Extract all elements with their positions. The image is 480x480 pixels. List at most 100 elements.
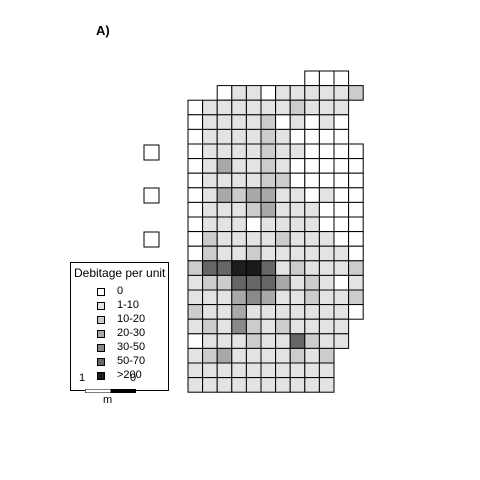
grid-unit bbox=[333, 318, 350, 335]
grid-unit bbox=[289, 128, 306, 145]
grid-unit bbox=[260, 187, 277, 203]
grid-unit bbox=[275, 85, 291, 101]
legend-title: Debitage per unit bbox=[74, 266, 166, 280]
grid-unit bbox=[289, 201, 306, 218]
grid-unit bbox=[216, 216, 233, 233]
grid-unit bbox=[348, 260, 364, 276]
legend-label: 20-30 bbox=[117, 327, 146, 339]
grid-unit bbox=[304, 143, 320, 160]
legend-label: 50-70 bbox=[117, 355, 146, 367]
grid-unit bbox=[275, 114, 291, 130]
grid-unit bbox=[289, 260, 306, 276]
grid-unit bbox=[348, 216, 364, 233]
grid-unit bbox=[348, 187, 364, 203]
grid-unit bbox=[348, 274, 364, 291]
grid-unit bbox=[333, 143, 350, 160]
grid-unit bbox=[216, 128, 233, 145]
grid-unit bbox=[348, 231, 364, 247]
grid-unit bbox=[333, 128, 350, 145]
grid-unit bbox=[304, 274, 320, 291]
grid-unit bbox=[245, 289, 262, 306]
grid-unit bbox=[304, 201, 320, 218]
grid-unit bbox=[318, 289, 335, 306]
grid-unit bbox=[289, 187, 306, 203]
grid-unit bbox=[289, 362, 306, 379]
grid-unit bbox=[231, 362, 247, 379]
grid-unit bbox=[202, 158, 218, 174]
grid-unit bbox=[333, 201, 350, 218]
grid-unit bbox=[260, 99, 277, 116]
grid-unit bbox=[202, 333, 218, 349]
grid-unit bbox=[289, 99, 306, 116]
grid-unit bbox=[202, 274, 218, 291]
grid-unit bbox=[260, 143, 277, 160]
grid-unit bbox=[202, 377, 218, 393]
grid-unit bbox=[216, 114, 233, 130]
grid-unit bbox=[231, 128, 247, 145]
grid-unit bbox=[333, 99, 350, 116]
grid-unit bbox=[231, 231, 247, 247]
grid-unit bbox=[318, 231, 335, 247]
grid-unit bbox=[202, 362, 218, 379]
grid-unit bbox=[318, 158, 335, 174]
panel-label: A) bbox=[96, 23, 110, 38]
grid-unit bbox=[202, 187, 218, 203]
grid-unit bbox=[216, 172, 233, 189]
grid-unit bbox=[304, 158, 320, 174]
grid-unit bbox=[187, 362, 204, 379]
grid-unit bbox=[304, 85, 320, 101]
grid-unit bbox=[216, 245, 233, 262]
grid-unit bbox=[187, 377, 204, 393]
grid-unit bbox=[333, 260, 350, 276]
grid-unit bbox=[245, 187, 262, 203]
grid-unit bbox=[318, 245, 335, 262]
grid-unit bbox=[348, 201, 364, 218]
grid-unit bbox=[187, 245, 204, 262]
grid-unit bbox=[216, 85, 233, 101]
grid-unit bbox=[304, 172, 320, 189]
grid-unit bbox=[348, 172, 364, 189]
grid-unit bbox=[187, 304, 204, 320]
grid-unit bbox=[216, 231, 233, 247]
grid-unit bbox=[216, 158, 233, 174]
grid-unit bbox=[333, 333, 350, 349]
grid-unit bbox=[260, 172, 277, 189]
grid-unit bbox=[333, 114, 350, 130]
grid-unit bbox=[333, 245, 350, 262]
grid-unit bbox=[318, 347, 335, 364]
grid-unit bbox=[348, 245, 364, 262]
grid-unit bbox=[245, 201, 262, 218]
grid-unit bbox=[187, 172, 204, 189]
grid-unit bbox=[260, 347, 277, 364]
isolated-unit bbox=[143, 187, 160, 204]
grid-unit bbox=[216, 362, 233, 379]
legend-label: >200 bbox=[117, 369, 142, 381]
grid-unit bbox=[260, 201, 277, 218]
grid-unit bbox=[289, 377, 306, 393]
grid-unit bbox=[260, 318, 277, 335]
grid-unit bbox=[202, 260, 218, 276]
grid-unit bbox=[333, 85, 350, 101]
grid-unit bbox=[202, 99, 218, 116]
grid-unit bbox=[245, 158, 262, 174]
grid-unit bbox=[187, 231, 204, 247]
legend-swatch bbox=[97, 358, 105, 366]
grid-unit bbox=[318, 201, 335, 218]
scale-unit-label: m bbox=[103, 394, 113, 406]
legend-swatch bbox=[97, 316, 105, 324]
grid-unit bbox=[304, 216, 320, 233]
grid-unit bbox=[348, 143, 364, 160]
legend-swatch bbox=[97, 344, 105, 352]
grid-unit bbox=[187, 333, 204, 349]
grid-unit bbox=[275, 158, 291, 174]
scale-left-label: 1 bbox=[79, 372, 86, 384]
grid-unit bbox=[231, 333, 247, 349]
grid-unit bbox=[275, 231, 291, 247]
grid-unit bbox=[187, 289, 204, 306]
isolated-unit bbox=[143, 231, 160, 248]
grid-unit bbox=[187, 143, 204, 160]
grid-unit bbox=[275, 347, 291, 364]
grid-unit bbox=[318, 187, 335, 203]
grid-unit bbox=[202, 304, 218, 320]
